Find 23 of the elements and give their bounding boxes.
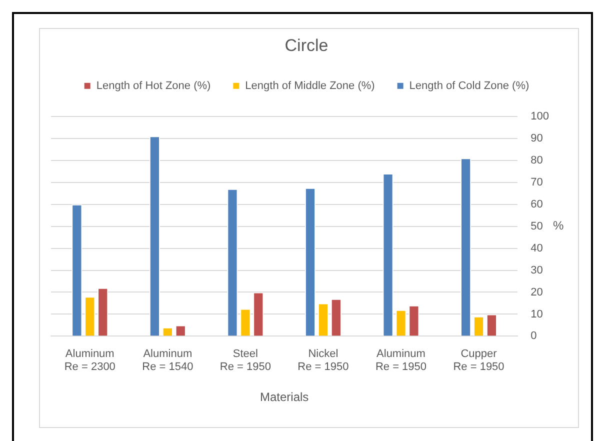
- x-tick-label: Steel Re = 1950: [220, 348, 271, 374]
- y-tick-label: 10: [530, 308, 543, 320]
- chart-title: Circle: [284, 36, 328, 55]
- x-axis-title: Materials: [260, 390, 309, 404]
- legend-label: Length of Cold Zone (%): [409, 80, 530, 92]
- legend-label: Length of Middle Zone (%): [245, 80, 375, 92]
- y-tick-label: 0: [530, 330, 537, 342]
- y-tick-label: 70: [530, 176, 543, 188]
- y-tick-label: 40: [530, 242, 543, 254]
- y-tick-label: 60: [530, 198, 543, 210]
- x-tick-label: Aluminum Re = 2300: [64, 348, 116, 374]
- y-tick-label: 100: [530, 110, 550, 122]
- x-tick-label: Nickel Re = 1950: [298, 348, 349, 374]
- x-tick-label: Aluminum Re = 1540: [142, 348, 194, 374]
- y-tick-label: 30: [530, 264, 543, 276]
- legend-label: Length of Hot Zone (%): [96, 80, 211, 92]
- y-tick-label: 20: [530, 286, 543, 298]
- y-tick-label: 50: [530, 220, 543, 232]
- x-tick-label: Aluminum Re = 1950: [375, 348, 427, 374]
- y-axis-title: %: [553, 218, 564, 233]
- x-tick-label: Cupper Re = 1950: [453, 348, 504, 374]
- y-tick-label: 90: [530, 132, 543, 144]
- y-tick-label: 80: [530, 154, 543, 166]
